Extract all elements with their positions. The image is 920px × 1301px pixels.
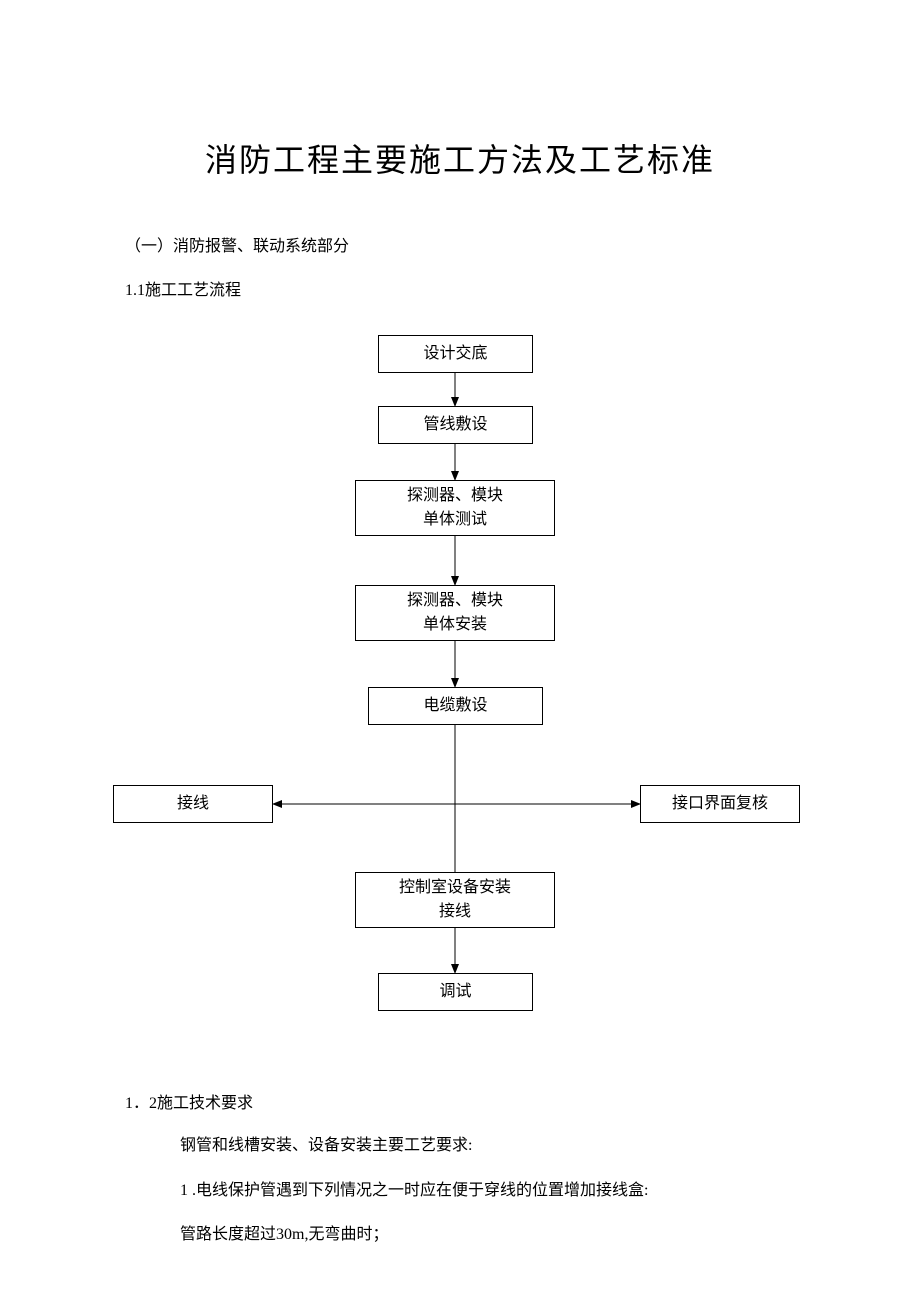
flowchart-node-n2: 管线敷设	[378, 406, 533, 444]
flowchart-node-label: 管线敷设	[423, 413, 487, 437]
section-1-heading: （一）消防报警、联动系统部分	[125, 232, 349, 256]
flowchart-node-n8: 控制室设备安装接线	[355, 872, 555, 928]
flowchart-node-label: 单体安装	[423, 613, 487, 637]
flowchart-node-label: 接口界面复核	[672, 792, 768, 816]
flowchart-node-label: 电缆敷设	[423, 694, 487, 718]
flowchart-node-label: 接线	[439, 900, 471, 924]
flowchart: 设计交底管线敷设探测器、模块单体测试探测器、模块单体安装电缆敷设接线接口界面复核…	[0, 335, 920, 1055]
flowchart-node-n9: 调试	[378, 973, 533, 1011]
section-1-1-heading: 1.1施工工艺流程	[125, 276, 241, 300]
flowchart-node-label: 控制室设备安装	[399, 876, 511, 900]
flowchart-node-label: 接线	[177, 792, 209, 816]
page-title: 消防工程主要施工方法及工艺标准	[0, 135, 920, 181]
paragraph-2: 1 .电线保护管遇到下列情况之一时应在便于穿线的位置增加接线盒:	[180, 1178, 648, 1204]
flowchart-node-label: 探测器、模块	[407, 589, 503, 613]
paragraph-1: 钢管和线槽安装、设备安装主要工艺要求:	[180, 1133, 472, 1159]
flowchart-node-n6: 接线	[113, 785, 273, 823]
flowchart-node-label: 调试	[439, 980, 471, 1004]
flowchart-node-n5: 电缆敷设	[368, 687, 543, 725]
paragraph-3: 管路长度超过30m,无弯曲时；	[180, 1222, 388, 1248]
section-1-2-heading: 1．2施工技术要求	[125, 1089, 253, 1113]
flowchart-node-label: 探测器、模块	[407, 484, 503, 508]
flowchart-node-n3: 探测器、模块单体测试	[355, 480, 555, 536]
flowchart-node-label: 设计交底	[423, 342, 487, 366]
flowchart-node-n7: 接口界面复核	[640, 785, 800, 823]
flowchart-node-n4: 探测器、模块单体安装	[355, 585, 555, 641]
flowchart-node-n1: 设计交底	[378, 335, 533, 373]
flowchart-node-label: 单体测试	[423, 508, 487, 532]
